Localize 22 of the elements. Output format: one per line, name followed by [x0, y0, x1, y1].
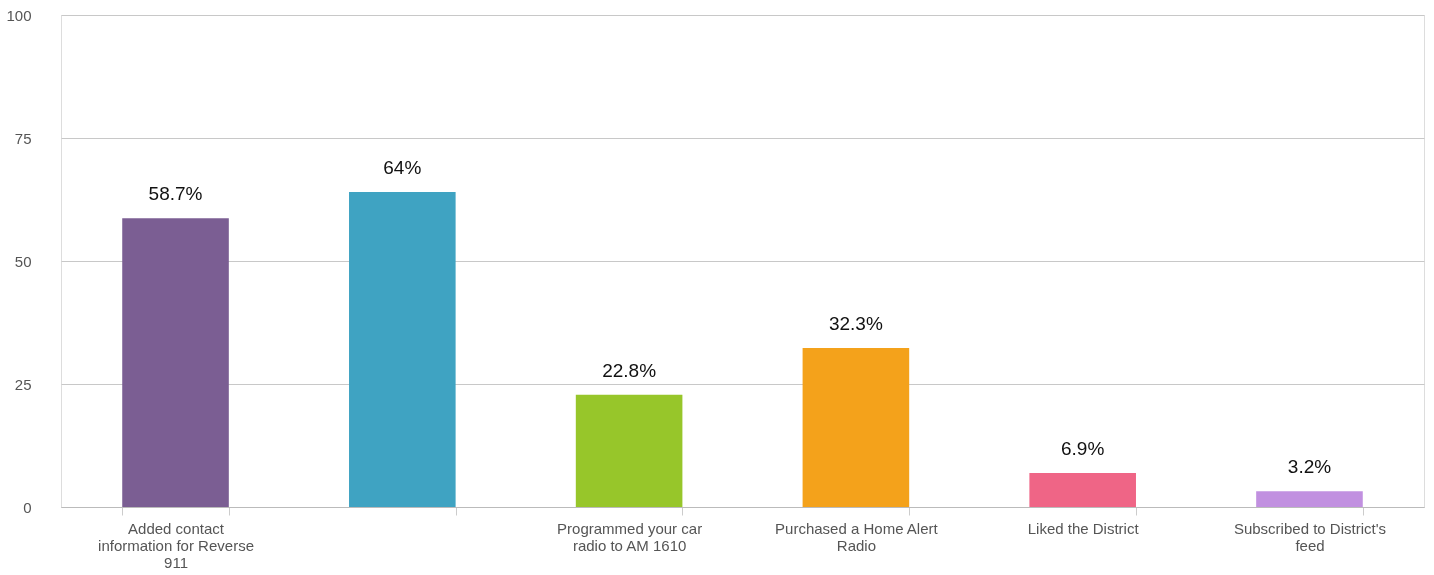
- data-label: 3.2%: [1287, 456, 1332, 478]
- bar: [1029, 473, 1136, 507]
- data-label: 58.7%: [148, 183, 203, 205]
- bar: [1256, 491, 1363, 507]
- x-tick-label: Subscribed to District's feed: [1233, 519, 1387, 554]
- data-label: 6.9%: [1061, 438, 1105, 460]
- x-tick-label: Programmed your car radio to AM 1610: [557, 519, 703, 554]
- y-tick-label: 75: [14, 129, 32, 147]
- bar: [575, 394, 683, 507]
- bar: [122, 218, 229, 507]
- x-tick-label: Added contact information for Reverse 911: [98, 519, 254, 571]
- bar: [349, 192, 456, 507]
- bar: [802, 348, 910, 507]
- y-tick-label: 0: [23, 498, 32, 516]
- y-tick-label: 25: [14, 375, 32, 393]
- data-label: 64%: [383, 157, 422, 179]
- y-tick-label: 100: [6, 6, 32, 24]
- x-tick-label: Liked the District: [1027, 519, 1140, 537]
- data-label: 22.8%: [602, 359, 657, 381]
- y-tick-label: 50: [14, 252, 32, 270]
- data-label: 32.3%: [828, 313, 883, 335]
- x-tick-label: Purchased a Home Alert Radio: [775, 519, 939, 554]
